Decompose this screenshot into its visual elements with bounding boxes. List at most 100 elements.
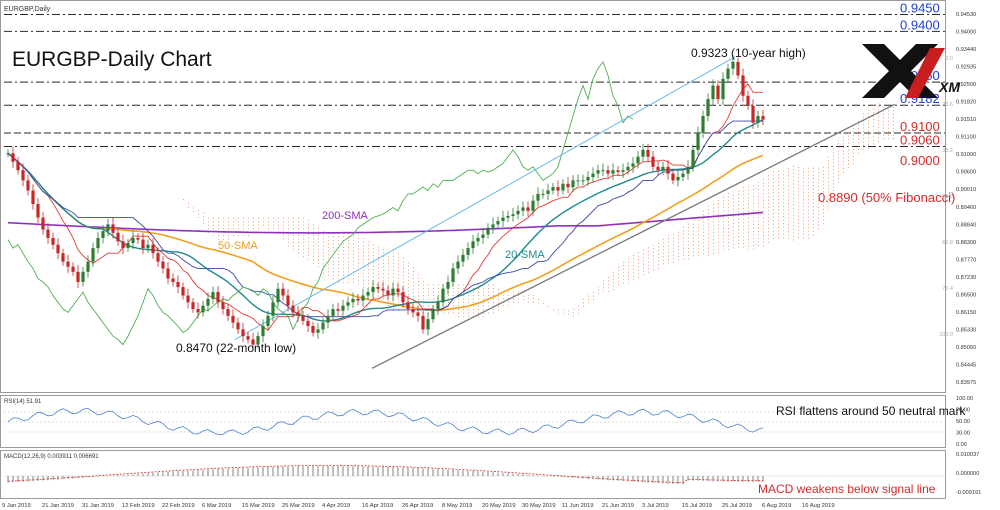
cloud-dot [448,301,449,303]
cloud-dot [448,291,449,293]
cloud-dot [813,227,814,229]
cloud-dot [798,233,799,235]
cloud-dot [408,265,409,267]
cloud-dot [283,228,284,230]
candle-body [561,183,565,191]
cloud-dot [578,312,579,314]
cloud-dot [508,301,509,303]
cloud-dot [608,290,609,292]
cloud-dot [888,110,889,112]
annotation-sma50: 50-SMA [218,240,258,252]
cloud-dot [783,184,784,186]
cloud-dot [498,309,499,311]
cloud-dot [778,234,779,236]
annotation-22mo-low: 0.8470 (22-month low) [176,341,296,355]
cloud-dot [428,298,429,300]
cloud-dot [383,276,384,278]
cloud-dot [748,224,749,226]
cloud-dot [198,217,199,219]
cloud-dot [773,223,774,225]
cloud-dot [568,313,569,315]
cloud-dot [633,272,634,274]
cloud-dot [578,305,579,307]
cloud-dot [268,221,269,223]
cloud-dot [828,163,829,165]
candle-body [531,200,535,211]
cloud-dot [243,228,244,230]
candle-body [741,75,745,96]
cloud-dot [218,228,219,230]
candle-body [461,254,465,262]
cloud-dot [383,287,384,289]
cloud-dot [723,199,724,201]
cloud-dot [523,292,524,294]
cloud-dot [728,231,729,233]
cloud-dot [193,207,194,209]
cloud-dot [463,298,464,300]
date-tick: 22 Feb 2019 [162,503,195,509]
cloud-dot [338,281,339,283]
cloud-dot [453,305,454,307]
cloud-dot [813,192,814,194]
price-tick: 0.83975 [956,380,976,386]
cloud-dot [758,199,759,201]
cloud-dot [843,157,844,159]
cloud-dot [773,181,774,183]
cloud-dot [358,262,359,264]
cloud-dot [503,298,504,300]
cloud-dot [378,246,379,248]
cloud-dot [338,236,339,238]
cloud-dot [828,181,829,183]
date-tick: 25 Mar 2019 [282,503,315,509]
cloud-dot [818,214,819,216]
cloud-dot [438,291,439,293]
cloud-dot [818,228,819,230]
cloud-dot [798,226,799,228]
cloud-dot [538,302,539,304]
cloud-dot [393,269,394,271]
cloud-dot [303,224,304,226]
cloud-dot [838,139,839,141]
cloud-dot [338,257,339,259]
cloud-dot [418,277,419,279]
cloud-dot [838,157,839,159]
cloud-dot [643,263,644,265]
cloud-dot [408,276,409,278]
cloud-dot [603,290,604,292]
cloud-dot [753,188,754,190]
cloud-dot [728,210,729,212]
cloud-dot [463,305,464,307]
cloud-dot [518,298,519,300]
cloud-dot [823,177,824,179]
cloud-dot [323,238,324,240]
cloud-dot [233,221,234,223]
cloud-dot [743,194,744,196]
cloud-dot [368,241,369,243]
cloud-dot [618,280,619,282]
cloud-dot [793,183,794,185]
cloud-dot [868,140,869,142]
cloud-dot [398,270,399,272]
cloud-dot [373,272,374,274]
cloud-dot [763,224,764,226]
cloud-dot [258,224,259,226]
candle-body [541,193,545,195]
cloud-dot [803,230,804,232]
cloud-dot [298,217,299,219]
cloud-dot [828,156,829,158]
cloud-dot [223,235,224,237]
cloud-dot [863,145,864,147]
cloud-dot [388,255,389,257]
cloud-dot [783,177,784,179]
cloud-dot [343,239,344,241]
cloud-dot [413,274,414,276]
cloud-dot [708,237,709,239]
cloud-dot [493,305,494,307]
cloud-dot [723,196,724,198]
cloud-dot [413,295,414,297]
cloud-dot [733,208,734,210]
cloud-dot [753,237,754,239]
cloud-dot [718,245,719,247]
cloud-dot [748,207,749,209]
cloud-dot [688,234,689,236]
